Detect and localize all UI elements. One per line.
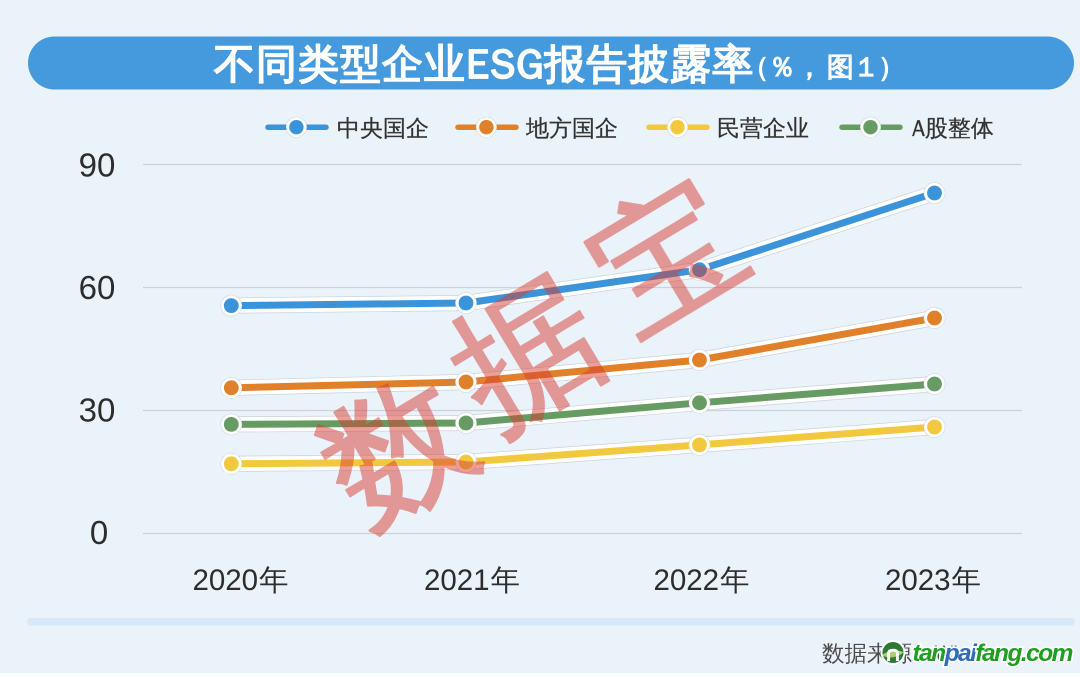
svg-text:30: 30 xyxy=(79,392,116,429)
svg-text:2023: 2023 xyxy=(885,564,951,597)
svg-text:60: 60 xyxy=(79,269,116,306)
svg-text:tanpaifang.com: tanpaifang.com xyxy=(913,640,1073,667)
svg-text:2020: 2020 xyxy=(192,564,258,597)
svg-text:0: 0 xyxy=(90,514,108,551)
svg-text:2021: 2021 xyxy=(424,564,490,597)
svg-text:90: 90 xyxy=(79,147,116,184)
svg-text:2022: 2022 xyxy=(653,564,719,597)
